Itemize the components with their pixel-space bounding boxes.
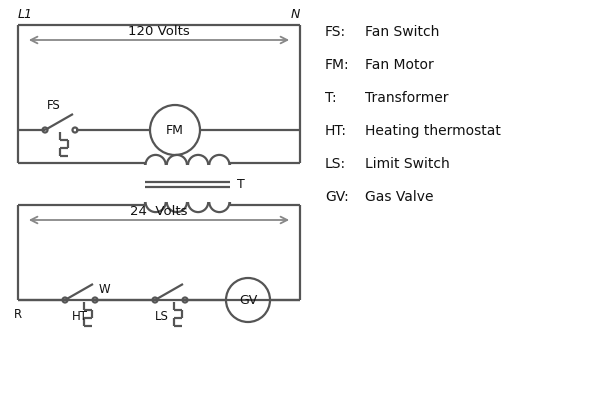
Text: GV: GV [239, 294, 257, 306]
Text: R: R [14, 308, 22, 321]
Text: W: W [99, 283, 111, 296]
Text: N: N [291, 8, 300, 21]
Text: FS: FS [47, 99, 61, 112]
Text: Limit Switch: Limit Switch [365, 157, 450, 171]
Text: FS:: FS: [325, 25, 346, 39]
Text: FM: FM [166, 124, 184, 136]
Text: FM:: FM: [325, 58, 350, 72]
Text: Heating thermostat: Heating thermostat [365, 124, 501, 138]
Text: LS: LS [155, 310, 169, 323]
Text: LS:: LS: [325, 157, 346, 171]
Text: L1: L1 [18, 8, 33, 21]
Text: HT: HT [72, 310, 88, 323]
Text: 24  Volts: 24 Volts [130, 205, 188, 218]
Text: T:: T: [325, 91, 337, 105]
Text: 120 Volts: 120 Volts [128, 25, 190, 38]
Text: Transformer: Transformer [365, 91, 448, 105]
Text: Gas Valve: Gas Valve [365, 190, 434, 204]
Text: GV:: GV: [325, 190, 349, 204]
Text: T: T [237, 178, 245, 190]
Text: Fan Switch: Fan Switch [365, 25, 440, 39]
Text: Fan Motor: Fan Motor [365, 58, 434, 72]
Text: HT:: HT: [325, 124, 347, 138]
